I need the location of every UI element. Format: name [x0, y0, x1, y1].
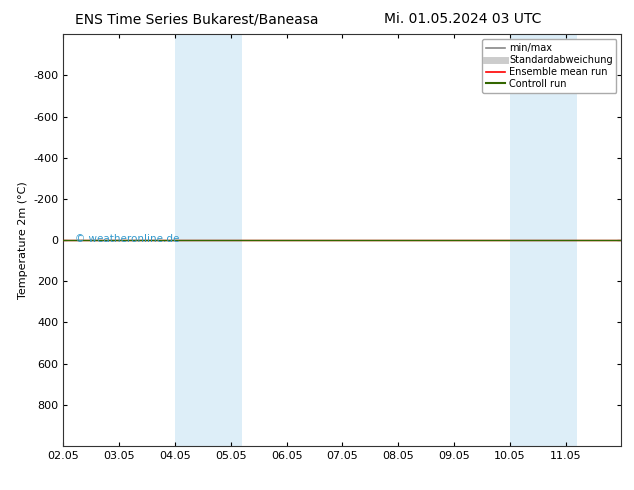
Bar — [510, 34, 577, 446]
Text: Mi. 01.05.2024 03 UTC: Mi. 01.05.2024 03 UTC — [384, 12, 541, 26]
Text: © weatheronline.de: © weatheronline.de — [75, 234, 179, 244]
Legend: min/max, Standardabweichung, Ensemble mean run, Controll run: min/max, Standardabweichung, Ensemble me… — [482, 39, 616, 93]
Text: ENS Time Series Bukarest/Baneasa: ENS Time Series Bukarest/Baneasa — [75, 12, 318, 26]
Y-axis label: Temperature 2m (°C): Temperature 2m (°C) — [18, 181, 28, 299]
Bar — [175, 34, 242, 446]
